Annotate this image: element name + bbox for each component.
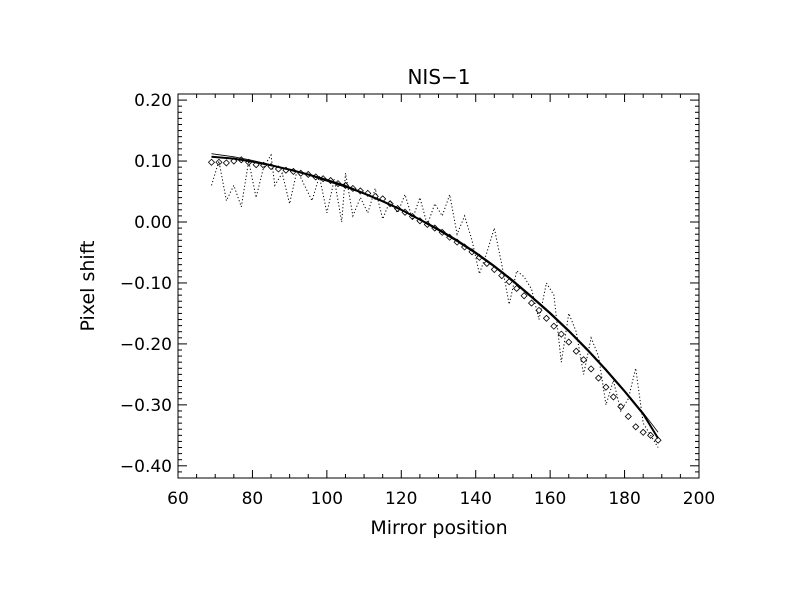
diamond-marker (401, 208, 409, 216)
x-tick-label: 200 (683, 489, 715, 509)
diamond-marker (542, 314, 550, 322)
fit-thin-line (211, 153, 659, 433)
diamond-marker (393, 205, 402, 213)
diamond-marker (520, 292, 528, 300)
diamond-marker (327, 176, 335, 185)
diamond-marker-series (207, 156, 662, 444)
diamond-marker (267, 162, 275, 171)
diamond-marker (252, 161, 260, 169)
measured-shift-line (211, 153, 659, 448)
diamond-marker (334, 180, 342, 188)
diamond-marker (416, 217, 424, 225)
diamond-marker (609, 393, 617, 401)
diamond-marker (498, 272, 506, 280)
diamond-marker (319, 175, 327, 183)
x-tick-label: 160 (534, 489, 566, 509)
diamond-marker (483, 259, 491, 268)
diamond-marker (453, 238, 461, 246)
diamond-marker (654, 436, 662, 444)
diamond-marker (624, 412, 632, 421)
y-tick-label: 0.00 (134, 213, 172, 233)
diamond-marker (349, 184, 357, 193)
diamond-marker (617, 403, 625, 411)
diamond-marker (587, 365, 595, 373)
x-tick-label: 60 (167, 489, 189, 509)
x-tick-label: 180 (608, 489, 640, 509)
y-tick-label: −0.40 (120, 457, 172, 477)
diamond-marker (505, 278, 513, 286)
diamond-marker (408, 212, 417, 221)
diamond-marker (282, 166, 290, 174)
diamond-marker (341, 181, 350, 189)
diamond-marker (490, 265, 498, 274)
diamond-marker (632, 423, 640, 431)
y-axis-title: Pixel shift (77, 240, 99, 331)
diamond-marker (274, 165, 283, 173)
y-tick-label: −0.20 (120, 335, 172, 355)
plot-area (207, 153, 662, 448)
diamond-marker (222, 159, 230, 167)
diamond-marker (371, 192, 379, 200)
diamond-marker (260, 161, 268, 169)
diamond-marker (639, 428, 647, 436)
diamond-marker (513, 284, 521, 293)
diamond-marker (364, 189, 372, 197)
diamond-marker (565, 338, 573, 346)
x-axis: 60 80 100 120 140 160 180 200 (167, 94, 715, 509)
diamond-marker (475, 253, 484, 261)
diamond-marker (594, 374, 603, 382)
y-axis: 0.20 0.10 0.00 −0.10 −0.20 −0.30 −0.40 (120, 91, 699, 477)
diamond-marker (527, 299, 536, 307)
diamond-marker (557, 330, 565, 338)
diamond-marker (460, 243, 469, 251)
x-tick-label: 100 (311, 489, 343, 509)
y-tick-label: −0.10 (120, 274, 172, 294)
y-tick-label: 0.10 (134, 152, 172, 172)
x-tick-label: 120 (385, 489, 417, 509)
x-tick-label: 80 (242, 489, 264, 509)
diamond-marker (438, 228, 446, 236)
diamond-marker (602, 383, 610, 391)
chart-title: NIS−1 (407, 65, 470, 89)
diamond-marker (647, 431, 655, 439)
x-axis-title: Mirror position (370, 517, 507, 539)
diamond-marker (580, 356, 588, 364)
diamond-marker (312, 173, 320, 181)
diamond-marker (572, 347, 580, 355)
diamond-marker (289, 167, 297, 175)
diamond-marker (304, 170, 312, 179)
diamond-marker (431, 224, 439, 232)
x-tick-label: 140 (459, 489, 491, 509)
diamond-marker (297, 169, 305, 177)
diamond-marker (356, 187, 364, 195)
diamond-marker (423, 220, 431, 229)
diamond-marker (207, 158, 216, 166)
y-tick-label: 0.20 (134, 91, 172, 111)
diamond-marker (535, 306, 543, 314)
y-tick-label: −0.30 (120, 396, 172, 416)
diamond-marker (386, 200, 394, 208)
diamond-marker (215, 158, 223, 166)
diamond-marker (245, 158, 253, 166)
diamond-marker (237, 156, 245, 164)
diamond-marker (468, 248, 476, 256)
diamond-marker (230, 157, 238, 165)
diamond-marker (379, 195, 387, 203)
diamond-marker (446, 233, 454, 241)
diamond-marker (550, 322, 558, 330)
